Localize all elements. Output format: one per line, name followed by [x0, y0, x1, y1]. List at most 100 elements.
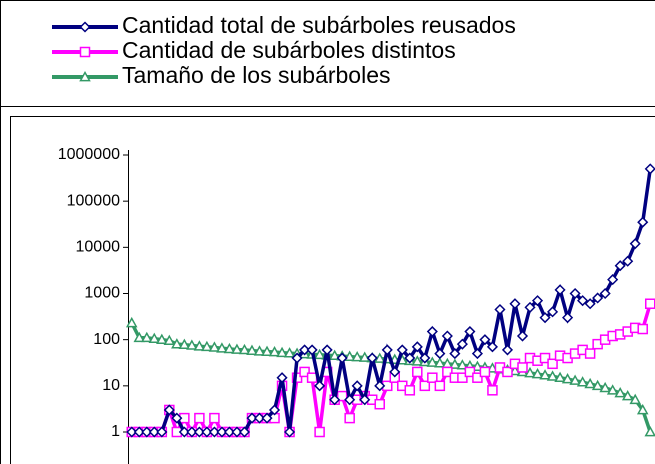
point-marker: [547, 358, 558, 370]
point-marker: [328, 349, 341, 361]
point-marker: [314, 426, 325, 438]
point-marker: [246, 344, 258, 355]
point-marker: [412, 366, 423, 378]
point-marker: [501, 344, 514, 356]
point-marker: [486, 362, 499, 373]
point-marker: [366, 352, 378, 364]
point-marker: [472, 372, 483, 383]
point-marker: [427, 372, 438, 383]
y-tick-label: 1000000: [58, 146, 120, 163]
point-marker: [321, 344, 333, 356]
point-marker: [449, 358, 461, 369]
point-marker: [253, 412, 266, 424]
point-marker: [577, 295, 589, 307]
point-marker: [539, 352, 551, 364]
point-marker: [606, 384, 619, 395]
point-marker: [148, 426, 160, 438]
point-marker: [486, 341, 499, 353]
point-marker: [223, 426, 236, 438]
point-marker: [629, 238, 641, 250]
y-tick-label: 1: [111, 423, 120, 440]
point-marker: [178, 426, 190, 438]
y-tick-label: 100: [93, 331, 120, 348]
point-marker: [359, 394, 371, 406]
point-marker: [336, 352, 348, 364]
point-marker: [531, 368, 544, 379]
point-marker: [374, 380, 386, 392]
point-marker: [291, 352, 303, 364]
point-marker: [216, 426, 228, 438]
point-marker: [487, 385, 498, 396]
point-marker: [336, 390, 348, 402]
point-marker: [351, 351, 363, 362]
point-marker: [464, 366, 476, 378]
point-marker: [554, 371, 566, 383]
point-marker: [344, 394, 356, 406]
point-marker: [299, 366, 310, 378]
point-marker: [261, 412, 273, 424]
point-marker: [637, 323, 648, 335]
point-marker: [599, 287, 611, 300]
point-marker: [404, 352, 416, 364]
legend-label: Cantidad total de subárboles reusados: [122, 12, 516, 38]
point-marker: [637, 216, 649, 228]
point-marker: [171, 338, 183, 349]
point-marker: [546, 306, 559, 318]
point-marker: [268, 345, 281, 357]
point-marker: [531, 295, 544, 307]
point-marker: [156, 426, 168, 438]
point-marker: [591, 379, 604, 391]
point-marker: [546, 370, 559, 381]
point-marker: [614, 260, 626, 272]
point-marker: [419, 380, 431, 392]
point-marker: [163, 404, 175, 416]
point-marker: [479, 334, 491, 346]
point-marker: [261, 345, 273, 357]
point-marker: [584, 298, 596, 310]
point-marker: [621, 390, 634, 401]
point-marker: [517, 362, 528, 373]
point-marker: [607, 274, 619, 286]
point-marker: [411, 341, 423, 353]
point-marker: [419, 352, 431, 364]
point-marker: [502, 366, 513, 378]
point-marker: [389, 366, 401, 378]
point-marker: [644, 298, 655, 309]
point-marker: [148, 332, 161, 344]
point-marker: [201, 340, 213, 352]
point-marker: [329, 394, 341, 406]
point-marker: [133, 426, 145, 438]
legend-label: Tamaño de los subárboles: [122, 62, 391, 88]
point-marker: [442, 366, 453, 378]
point-marker: [456, 338, 468, 350]
point-marker: [449, 348, 461, 360]
legend-marker: [79, 21, 91, 33]
point-marker: [299, 344, 311, 356]
point-marker: [471, 348, 483, 360]
point-marker: [411, 355, 424, 366]
point-marker: [434, 380, 446, 392]
point-marker: [644, 425, 655, 437]
point-marker: [231, 343, 243, 354]
point-marker: [209, 412, 220, 424]
point-marker: [622, 255, 634, 267]
point-marker: [133, 331, 146, 343]
point-marker: [223, 342, 236, 354]
point-marker: [178, 338, 191, 349]
point-marker: [426, 356, 439, 367]
point-marker: [396, 344, 408, 356]
point-marker: [464, 325, 476, 338]
point-marker: [561, 373, 574, 384]
point-marker: [374, 398, 385, 410]
point-marker: [434, 357, 446, 368]
point-marker: [636, 403, 649, 415]
point-marker: [141, 331, 153, 343]
point-marker: [441, 330, 453, 342]
legend-marker: [79, 46, 91, 58]
legend-label: Cantidad de subárboles distintos: [122, 37, 456, 63]
point-marker: [141, 426, 153, 438]
y-tick-label: 10000: [76, 239, 121, 256]
point-marker: [629, 393, 641, 405]
point-marker: [125, 316, 138, 328]
